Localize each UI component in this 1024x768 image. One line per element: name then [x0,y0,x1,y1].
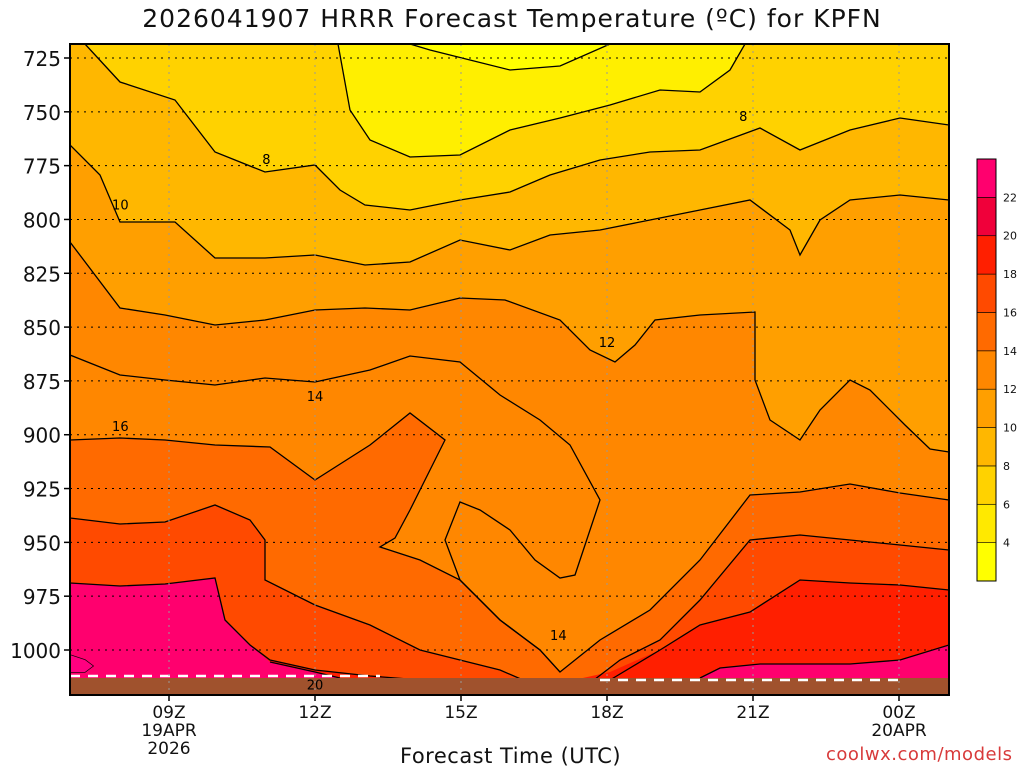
x-tick-label: 19APR [141,721,197,741]
y-tick-label: 850 [23,316,61,340]
contour-label: 20 [307,678,324,693]
band-2-4 [410,44,610,70]
y-tick-label: 900 [23,424,61,448]
colorbar-frame [976,158,997,582]
contour-label: 8 [262,153,270,168]
contour-label: 14 [307,390,324,405]
colorbar-swatch [976,235,997,275]
x-axis-label: Forecast Time (UTC) [400,744,622,768]
colorbar-label: 14 [1003,345,1017,358]
x-tick-label: 20APR [871,721,927,741]
y-axis: 725 750 775 800 825 850 875 900 925 950 975 1000 [10,47,70,663]
colorbar-swatch [976,503,997,543]
x-tick-label: 18Z [590,703,623,723]
band-4-6 [338,44,745,157]
colorbar-swatch [976,542,997,582]
colorbar-label: 20 [1003,230,1017,243]
contour-label: 8 [739,110,747,125]
band-20-22-right [700,645,949,678]
x-tick-label: 2026 [147,739,190,759]
x-tick-label: 15Z [444,703,477,723]
colorbar-label: 8 [1003,460,1010,473]
colorbar-label: 10 [1003,422,1017,435]
y-tick-label: 800 [23,208,61,232]
colorbar: 4 6 8 10 12 14 16 18 20 22 [976,158,1017,582]
colorbar-swatch [976,388,997,428]
y-tick-label: 750 [23,101,61,125]
colorbar-swatch [976,158,997,198]
x-tick-label: 12Z [298,703,331,723]
y-tick-label: 825 [23,262,61,286]
terrain-below-surface [70,678,949,695]
contour-label: 14 [550,629,567,644]
band-20-22 [70,578,340,678]
contour-label: 16 [112,420,129,435]
colorbar-swatch [976,465,997,505]
x-tick-label: 09Z [152,703,185,723]
contour-labels: 8 8 10 12 14 16 14 20 [112,110,747,693]
chart-title: 2026041907 HRRR Forecast Temperature (ºC… [142,4,882,33]
colorbar-label: 12 [1003,383,1017,396]
colorbar-label: 4 [1003,537,1010,550]
y-tick-label: 775 [23,155,61,179]
contour-label: 10 [112,198,129,213]
surface-dashes [70,674,900,682]
contour-lines [70,44,949,684]
y-tick-label: 950 [23,531,61,555]
y-tick-label: 925 [23,478,61,502]
colorbar-swatch [976,427,997,467]
colorbar-swatch [976,273,997,313]
y-tick-label: 725 [23,47,61,71]
colorbar-swatch [976,197,997,237]
band-22-24-blob [70,655,93,672]
y-tick-label: 875 [23,370,61,394]
colorbar-label: 6 [1003,498,1010,511]
colorbar-swatch [976,350,997,390]
colorbar-swatch [976,312,997,352]
contour-fill-group [70,44,949,695]
colorbar-label: 22 [1003,191,1017,204]
colorbar-label: 18 [1003,268,1017,281]
plot-frame [69,43,950,696]
credit-link[interactable]: coolwx.com/models [826,744,1013,765]
contour-label: 12 [599,336,616,351]
y-tick-label: 1000 [10,639,61,663]
colorbar-label: 16 [1003,306,1017,319]
y-tick-label: 975 [23,585,61,609]
x-tick-label: 21Z [736,703,769,723]
x-tick-label: 00Z [882,703,915,723]
